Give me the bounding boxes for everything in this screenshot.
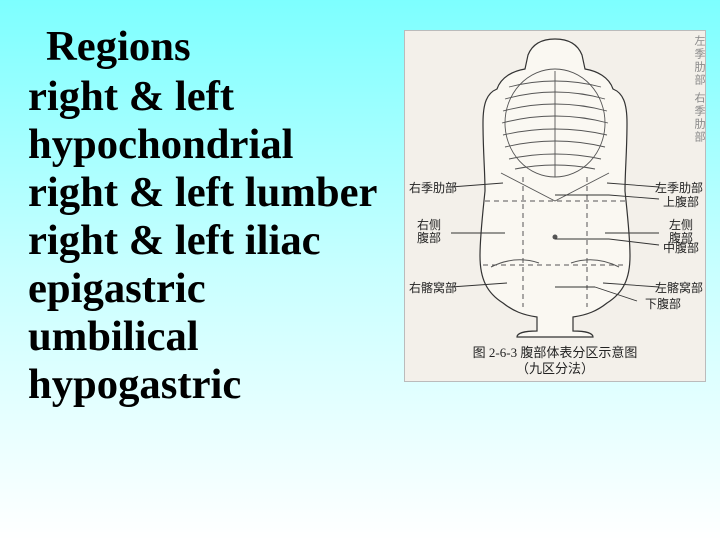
slide: Regions right & left hypochondrial right… xyxy=(0,0,720,540)
title: Regions xyxy=(46,22,408,71)
figure-caption-2: （九区分法） xyxy=(405,358,705,377)
line-6: umbilical xyxy=(28,313,408,361)
label-right-iliac: 右髂窝部 xyxy=(409,279,457,296)
line-7: hypogastric xyxy=(28,361,408,409)
label-right-lumbar: 右侧腹部 xyxy=(417,219,441,245)
anatomy-figure: 右季肋部 左季肋部 上腹部 右侧腹部 左侧腹部 中腹部 右髂窝部 左髂窝部 下腹… xyxy=(404,30,706,382)
torso-diagram xyxy=(405,31,705,381)
vertical-margin-text: 左季肋部 右季肋部 xyxy=(691,35,707,144)
line-3: right & left lumber xyxy=(28,169,408,217)
line-4: right & left iliac xyxy=(28,217,408,265)
label-hypogastric: 下腹部 xyxy=(645,295,681,312)
label-mesogastric: 中腹部 xyxy=(663,239,699,256)
label-right-hypochondrium: 右季肋部 xyxy=(409,179,457,196)
label-left-iliac: 左髂窝部 xyxy=(655,279,703,296)
label-epigastric: 上腹部 xyxy=(663,193,699,210)
text-column: Regions right & left hypochondrial right… xyxy=(28,22,408,409)
line-1: right & left xyxy=(28,73,408,121)
line-2: hypochondrial xyxy=(28,121,408,169)
line-5: epigastric xyxy=(28,265,408,313)
